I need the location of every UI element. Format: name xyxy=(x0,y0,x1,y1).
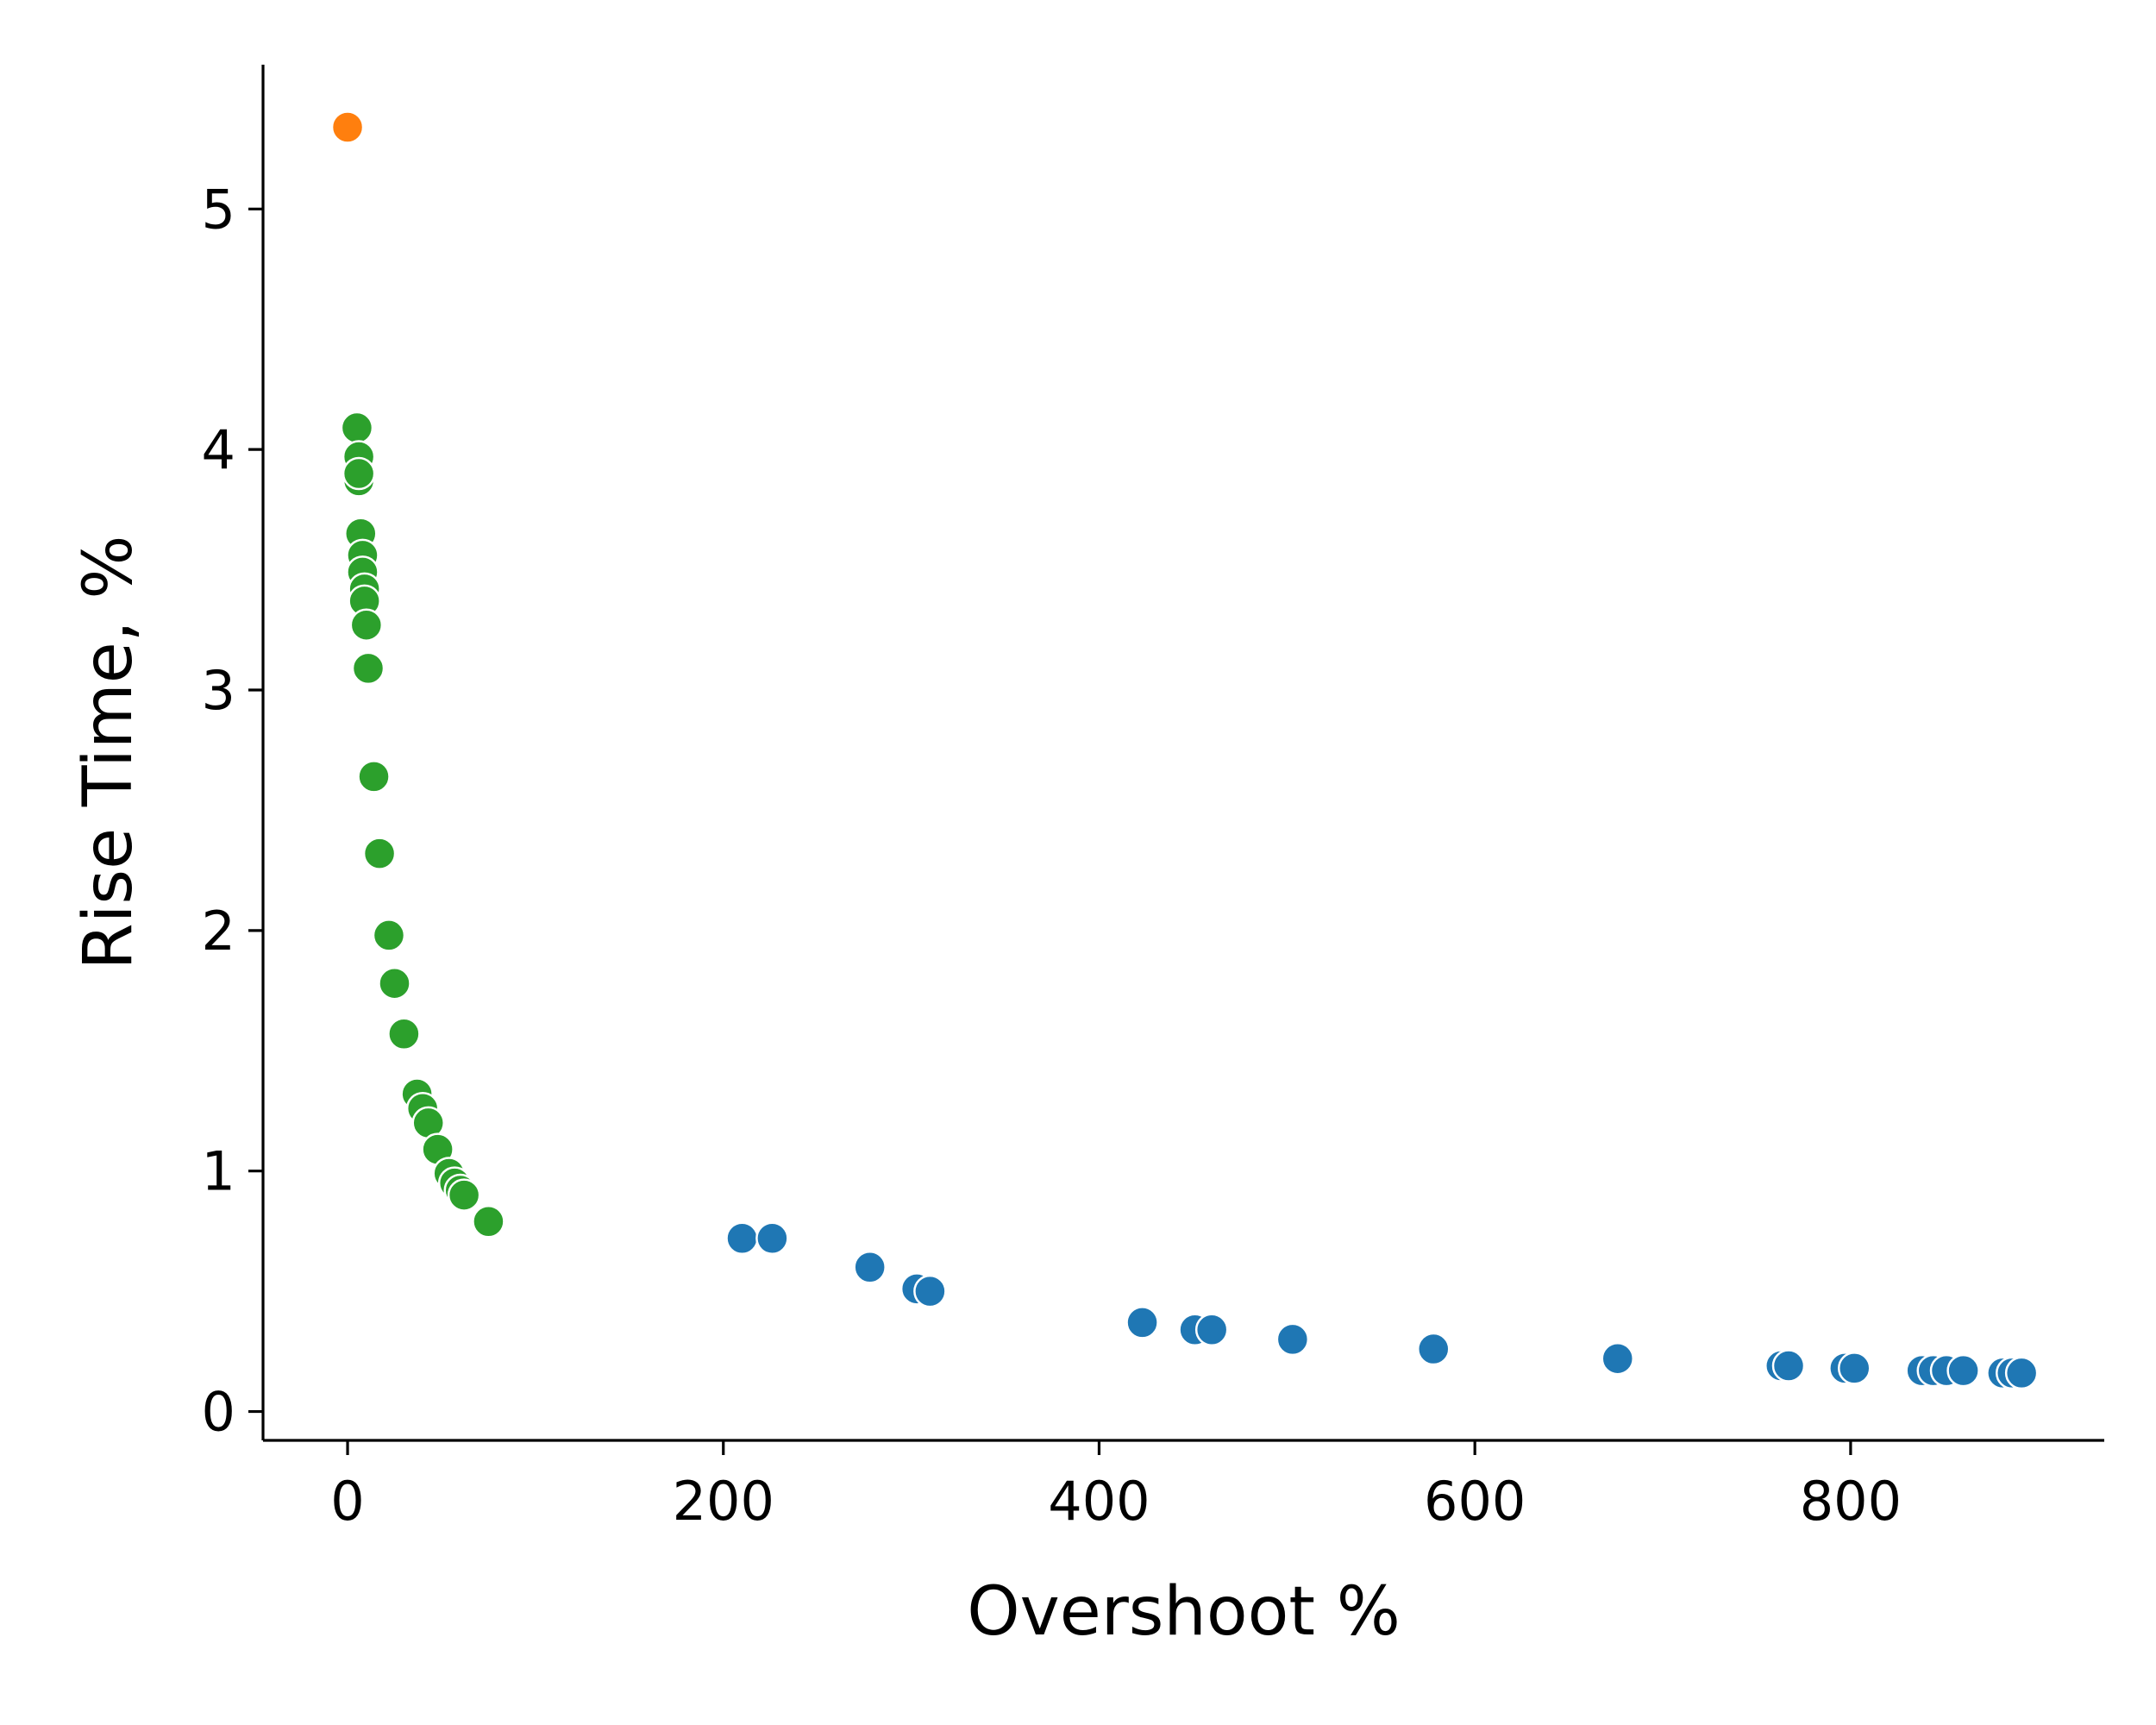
axes xyxy=(261,65,2104,1442)
x-tick-label: 400 xyxy=(1048,1470,1150,1533)
y-axis-ticks: 0 1 2 3 4 5 xyxy=(202,178,263,1444)
y-tick-label: 3 xyxy=(202,659,235,722)
x-axis-ticks: 0 200 400 600 800 xyxy=(330,1440,1902,1533)
data-point xyxy=(387,1017,421,1051)
x-tick-label: 800 xyxy=(1800,1470,1902,1533)
data-point xyxy=(853,1250,887,1284)
data-point xyxy=(357,760,391,794)
x-tick-label: 600 xyxy=(1424,1470,1526,1533)
data-point xyxy=(472,1205,505,1239)
data-point xyxy=(349,608,384,642)
series-0 xyxy=(330,110,365,144)
data-point xyxy=(378,966,411,1000)
x-tick-label: 0 xyxy=(330,1470,364,1533)
y-tick-label: 2 xyxy=(202,900,235,963)
data-point xyxy=(1601,1341,1634,1376)
x-axis-label: Overshoot % xyxy=(967,1573,1401,1651)
data-point xyxy=(1275,1322,1310,1357)
data-point xyxy=(913,1274,947,1308)
y-tick-label: 0 xyxy=(202,1381,235,1444)
data-point xyxy=(1771,1349,1806,1383)
data-point xyxy=(1125,1306,1159,1339)
series-2 xyxy=(725,1221,2039,1390)
data-point xyxy=(372,919,406,952)
data-point xyxy=(1194,1313,1229,1346)
data-point xyxy=(2004,1356,2039,1390)
y-tick-label: 4 xyxy=(202,418,235,481)
y-axis-label: Rise Time, % xyxy=(70,536,147,970)
data-point xyxy=(725,1221,759,1256)
series-1 xyxy=(340,411,505,1239)
data-points xyxy=(330,110,2039,1390)
data-point xyxy=(447,1178,481,1212)
data-point xyxy=(1838,1352,1871,1385)
y-tick-label: 5 xyxy=(202,178,235,241)
data-point xyxy=(340,411,374,445)
y-tick-label: 1 xyxy=(202,1140,235,1203)
data-point xyxy=(342,456,376,491)
data-point xyxy=(1417,1332,1451,1366)
data-point xyxy=(362,837,397,870)
data-point xyxy=(755,1221,789,1256)
data-point xyxy=(1946,1353,1980,1388)
data-point xyxy=(330,110,365,144)
data-point xyxy=(351,651,385,686)
x-tick-label: 200 xyxy=(673,1470,774,1533)
